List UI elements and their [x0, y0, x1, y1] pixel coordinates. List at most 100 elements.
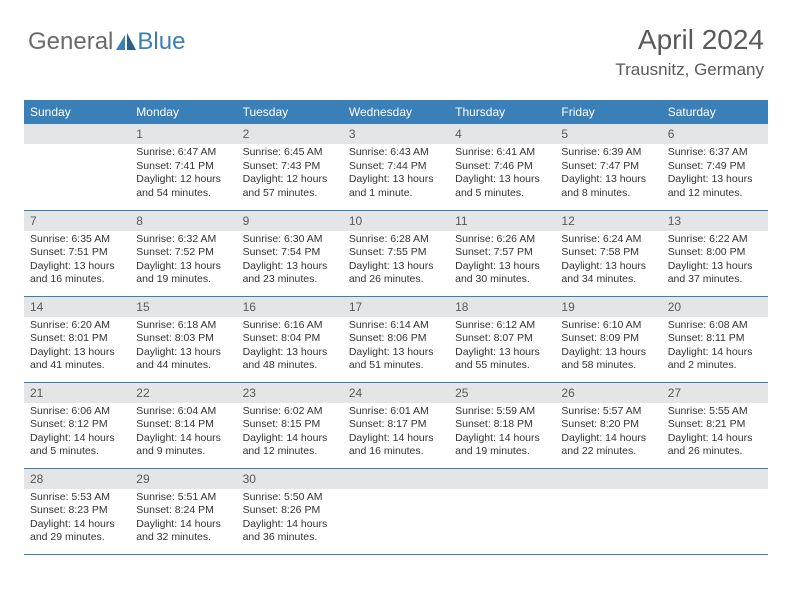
- calendar-cell: 29Sunrise: 5:51 AMSunset: 8:24 PMDayligh…: [130, 468, 236, 554]
- day-info: Sunrise: 5:57 AMSunset: 8:20 PMDaylight:…: [555, 403, 661, 464]
- calendar-cell: 9Sunrise: 6:30 AMSunset: 7:54 PMDaylight…: [237, 210, 343, 296]
- logo-text-general: General: [28, 28, 113, 56]
- day-info: Sunrise: 6:37 AMSunset: 7:49 PMDaylight:…: [662, 144, 768, 205]
- page-title: April 2024: [615, 24, 764, 56]
- day-info: Sunrise: 6:20 AMSunset: 8:01 PMDaylight:…: [24, 317, 130, 378]
- calendar-cell: 28Sunrise: 5:53 AMSunset: 8:23 PMDayligh…: [24, 468, 130, 554]
- calendar-cell: [24, 124, 130, 210]
- calendar-cell: 18Sunrise: 6:12 AMSunset: 8:07 PMDayligh…: [449, 296, 555, 382]
- day-info: Sunrise: 6:08 AMSunset: 8:11 PMDaylight:…: [662, 317, 768, 378]
- calendar-cell: 6Sunrise: 6:37 AMSunset: 7:49 PMDaylight…: [662, 124, 768, 210]
- calendar-cell: 21Sunrise: 6:06 AMSunset: 8:12 PMDayligh…: [24, 382, 130, 468]
- day-info: Sunrise: 6:18 AMSunset: 8:03 PMDaylight:…: [130, 317, 236, 378]
- calendar-cell: 24Sunrise: 6:01 AMSunset: 8:17 PMDayligh…: [343, 382, 449, 468]
- day-info: Sunrise: 5:53 AMSunset: 8:23 PMDaylight:…: [24, 489, 130, 550]
- day-info: Sunrise: 6:16 AMSunset: 8:04 PMDaylight:…: [237, 317, 343, 378]
- day-number: 5: [555, 124, 661, 144]
- day-number: 29: [130, 469, 236, 489]
- day-number: 17: [343, 297, 449, 317]
- day-number: 10: [343, 211, 449, 231]
- header-right: April 2024 Trausnitz, Germany: [615, 24, 764, 80]
- calendar-row: 1Sunrise: 6:47 AMSunset: 7:41 PMDaylight…: [24, 124, 768, 210]
- day-info: Sunrise: 6:14 AMSunset: 8:06 PMDaylight:…: [343, 317, 449, 378]
- calendar-cell: 4Sunrise: 6:41 AMSunset: 7:46 PMDaylight…: [449, 124, 555, 210]
- calendar-cell: 2Sunrise: 6:45 AMSunset: 7:43 PMDaylight…: [237, 124, 343, 210]
- day-number-empty: [662, 469, 768, 489]
- day-info: Sunrise: 6:39 AMSunset: 7:47 PMDaylight:…: [555, 144, 661, 205]
- day-number: 12: [555, 211, 661, 231]
- calendar-row: 14Sunrise: 6:20 AMSunset: 8:01 PMDayligh…: [24, 296, 768, 382]
- calendar-cell: 8Sunrise: 6:32 AMSunset: 7:52 PMDaylight…: [130, 210, 236, 296]
- day-info: Sunrise: 6:43 AMSunset: 7:44 PMDaylight:…: [343, 144, 449, 205]
- day-number: 8: [130, 211, 236, 231]
- day-number: 18: [449, 297, 555, 317]
- day-number: 26: [555, 383, 661, 403]
- day-info: Sunrise: 5:55 AMSunset: 8:21 PMDaylight:…: [662, 403, 768, 464]
- day-number: 28: [24, 469, 130, 489]
- calendar-cell: 14Sunrise: 6:20 AMSunset: 8:01 PMDayligh…: [24, 296, 130, 382]
- calendar-cell: 30Sunrise: 5:50 AMSunset: 8:26 PMDayligh…: [237, 468, 343, 554]
- calendar-cell: [343, 468, 449, 554]
- calendar-cell: 10Sunrise: 6:28 AMSunset: 7:55 PMDayligh…: [343, 210, 449, 296]
- day-info: Sunrise: 5:59 AMSunset: 8:18 PMDaylight:…: [449, 403, 555, 464]
- weekday-header: Friday: [555, 100, 661, 124]
- day-number-empty: [343, 469, 449, 489]
- calendar-cell: 16Sunrise: 6:16 AMSunset: 8:04 PMDayligh…: [237, 296, 343, 382]
- day-info: Sunrise: 6:47 AMSunset: 7:41 PMDaylight:…: [130, 144, 236, 205]
- day-info: Sunrise: 6:28 AMSunset: 7:55 PMDaylight:…: [343, 231, 449, 292]
- day-number: 19: [555, 297, 661, 317]
- day-number: 2: [237, 124, 343, 144]
- calendar-cell: 17Sunrise: 6:14 AMSunset: 8:06 PMDayligh…: [343, 296, 449, 382]
- day-info: Sunrise: 6:01 AMSunset: 8:17 PMDaylight:…: [343, 403, 449, 464]
- calendar-cell: 12Sunrise: 6:24 AMSunset: 7:58 PMDayligh…: [555, 210, 661, 296]
- day-number: 20: [662, 297, 768, 317]
- day-number: 25: [449, 383, 555, 403]
- calendar-row: 21Sunrise: 6:06 AMSunset: 8:12 PMDayligh…: [24, 382, 768, 468]
- day-info: Sunrise: 6:41 AMSunset: 7:46 PMDaylight:…: [449, 144, 555, 205]
- logo-sail-icon: [115, 33, 137, 51]
- day-info: Sunrise: 6:02 AMSunset: 8:15 PMDaylight:…: [237, 403, 343, 464]
- day-number: 7: [24, 211, 130, 231]
- weekday-header: Thursday: [449, 100, 555, 124]
- calendar-cell: 20Sunrise: 6:08 AMSunset: 8:11 PMDayligh…: [662, 296, 768, 382]
- weekday-header: Monday: [130, 100, 236, 124]
- day-number: 21: [24, 383, 130, 403]
- day-number: 16: [237, 297, 343, 317]
- day-number-empty: [24, 124, 130, 144]
- day-info: Sunrise: 5:51 AMSunset: 8:24 PMDaylight:…: [130, 489, 236, 550]
- day-number: 22: [130, 383, 236, 403]
- day-number-empty: [555, 469, 661, 489]
- calendar-cell: [449, 468, 555, 554]
- location-text: Trausnitz, Germany: [615, 60, 764, 80]
- calendar-row: 7Sunrise: 6:35 AMSunset: 7:51 PMDaylight…: [24, 210, 768, 296]
- day-number: 30: [237, 469, 343, 489]
- day-info: Sunrise: 6:04 AMSunset: 8:14 PMDaylight:…: [130, 403, 236, 464]
- calendar-cell: 23Sunrise: 6:02 AMSunset: 8:15 PMDayligh…: [237, 382, 343, 468]
- calendar-body: 1Sunrise: 6:47 AMSunset: 7:41 PMDaylight…: [24, 124, 768, 554]
- calendar-cell: 19Sunrise: 6:10 AMSunset: 8:09 PMDayligh…: [555, 296, 661, 382]
- calendar-cell: 27Sunrise: 5:55 AMSunset: 8:21 PMDayligh…: [662, 382, 768, 468]
- calendar-cell: 7Sunrise: 6:35 AMSunset: 7:51 PMDaylight…: [24, 210, 130, 296]
- day-info: Sunrise: 6:45 AMSunset: 7:43 PMDaylight:…: [237, 144, 343, 205]
- day-info: Sunrise: 6:06 AMSunset: 8:12 PMDaylight:…: [24, 403, 130, 464]
- logo-text-blue: Blue: [137, 28, 185, 56]
- day-info: Sunrise: 6:26 AMSunset: 7:57 PMDaylight:…: [449, 231, 555, 292]
- calendar-cell: [555, 468, 661, 554]
- weekday-header: Saturday: [662, 100, 768, 124]
- day-info: Sunrise: 5:50 AMSunset: 8:26 PMDaylight:…: [237, 489, 343, 550]
- calendar-row: 28Sunrise: 5:53 AMSunset: 8:23 PMDayligh…: [24, 468, 768, 554]
- day-info: Sunrise: 6:24 AMSunset: 7:58 PMDaylight:…: [555, 231, 661, 292]
- calendar-cell: 1Sunrise: 6:47 AMSunset: 7:41 PMDaylight…: [130, 124, 236, 210]
- day-number-empty: [449, 469, 555, 489]
- day-info: Sunrise: 6:12 AMSunset: 8:07 PMDaylight:…: [449, 317, 555, 378]
- calendar-cell: 11Sunrise: 6:26 AMSunset: 7:57 PMDayligh…: [449, 210, 555, 296]
- calendar-cell: 25Sunrise: 5:59 AMSunset: 8:18 PMDayligh…: [449, 382, 555, 468]
- day-number: 9: [237, 211, 343, 231]
- logo: General Blue: [28, 28, 185, 56]
- day-info: Sunrise: 6:32 AMSunset: 7:52 PMDaylight:…: [130, 231, 236, 292]
- calendar-cell: 13Sunrise: 6:22 AMSunset: 8:00 PMDayligh…: [662, 210, 768, 296]
- calendar-cell: 22Sunrise: 6:04 AMSunset: 8:14 PMDayligh…: [130, 382, 236, 468]
- day-number: 15: [130, 297, 236, 317]
- calendar-cell: 5Sunrise: 6:39 AMSunset: 7:47 PMDaylight…: [555, 124, 661, 210]
- weekday-header-row: Sunday Monday Tuesday Wednesday Thursday…: [24, 100, 768, 124]
